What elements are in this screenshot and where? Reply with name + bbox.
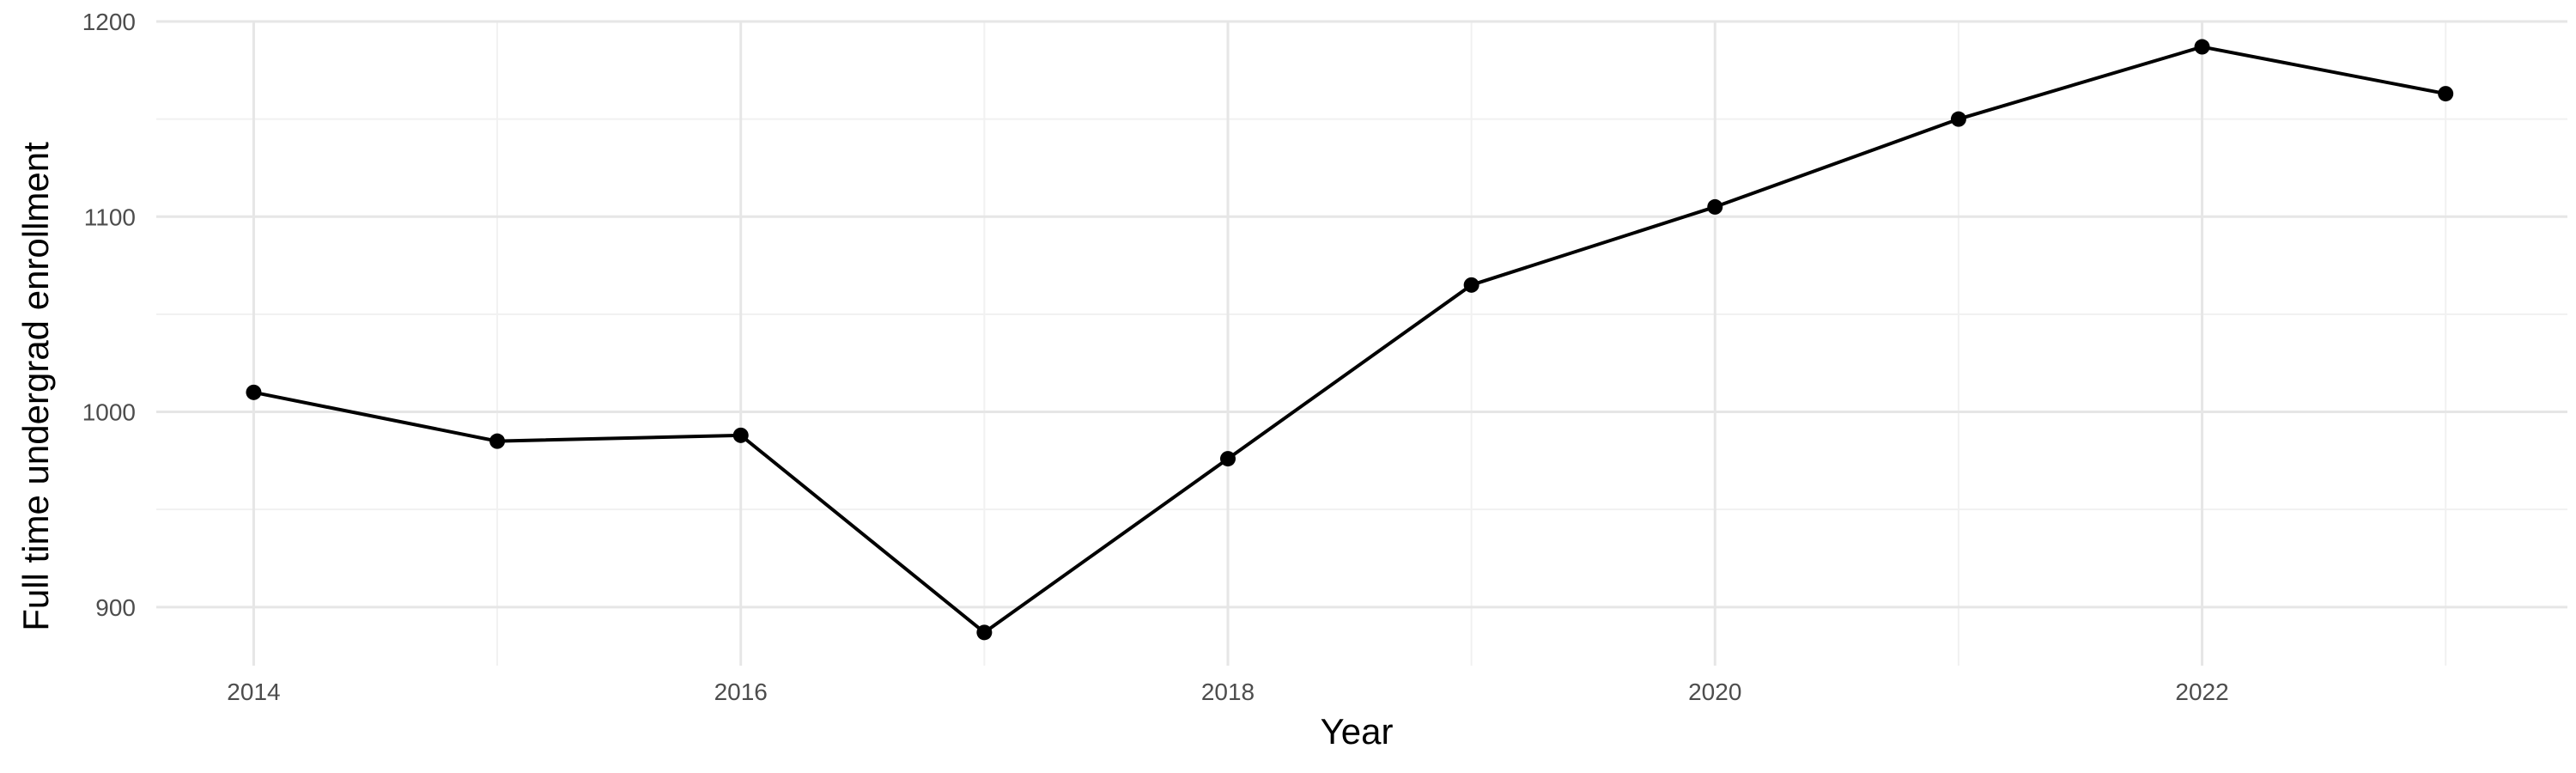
data-point bbox=[976, 624, 993, 641]
x-tick-label: 2016 bbox=[714, 679, 768, 705]
data-point bbox=[1220, 451, 1236, 467]
y-tick-label: 900 bbox=[95, 594, 136, 621]
data-point bbox=[732, 427, 749, 443]
grid bbox=[156, 20, 2567, 666]
x-tick-label: 2020 bbox=[1688, 679, 1741, 705]
data-point bbox=[1707, 198, 1723, 215]
data-point bbox=[1950, 111, 1966, 127]
y-tick-label: 1000 bbox=[82, 399, 136, 426]
x-axis-title: Year bbox=[1321, 711, 1394, 752]
x-tick-label: 2022 bbox=[2175, 679, 2228, 705]
data-point bbox=[2438, 86, 2454, 102]
data-point bbox=[489, 433, 506, 449]
y-axis-title: Full time undergrad enrollment bbox=[15, 142, 56, 631]
series-line bbox=[253, 45, 2446, 635]
x-tick-label: 2018 bbox=[1201, 679, 1255, 705]
x-tick-label: 2014 bbox=[227, 679, 280, 705]
data-point bbox=[2194, 39, 2210, 55]
series bbox=[246, 39, 2454, 641]
y-tick-label: 1200 bbox=[82, 9, 136, 35]
data-point bbox=[1463, 277, 1479, 293]
tick-labels: 900 1000 1100 1200 2014 2016 2018 2020 2022 bbox=[82, 9, 2229, 705]
data-point bbox=[246, 384, 262, 400]
y-tick-label: 1100 bbox=[84, 204, 136, 230]
